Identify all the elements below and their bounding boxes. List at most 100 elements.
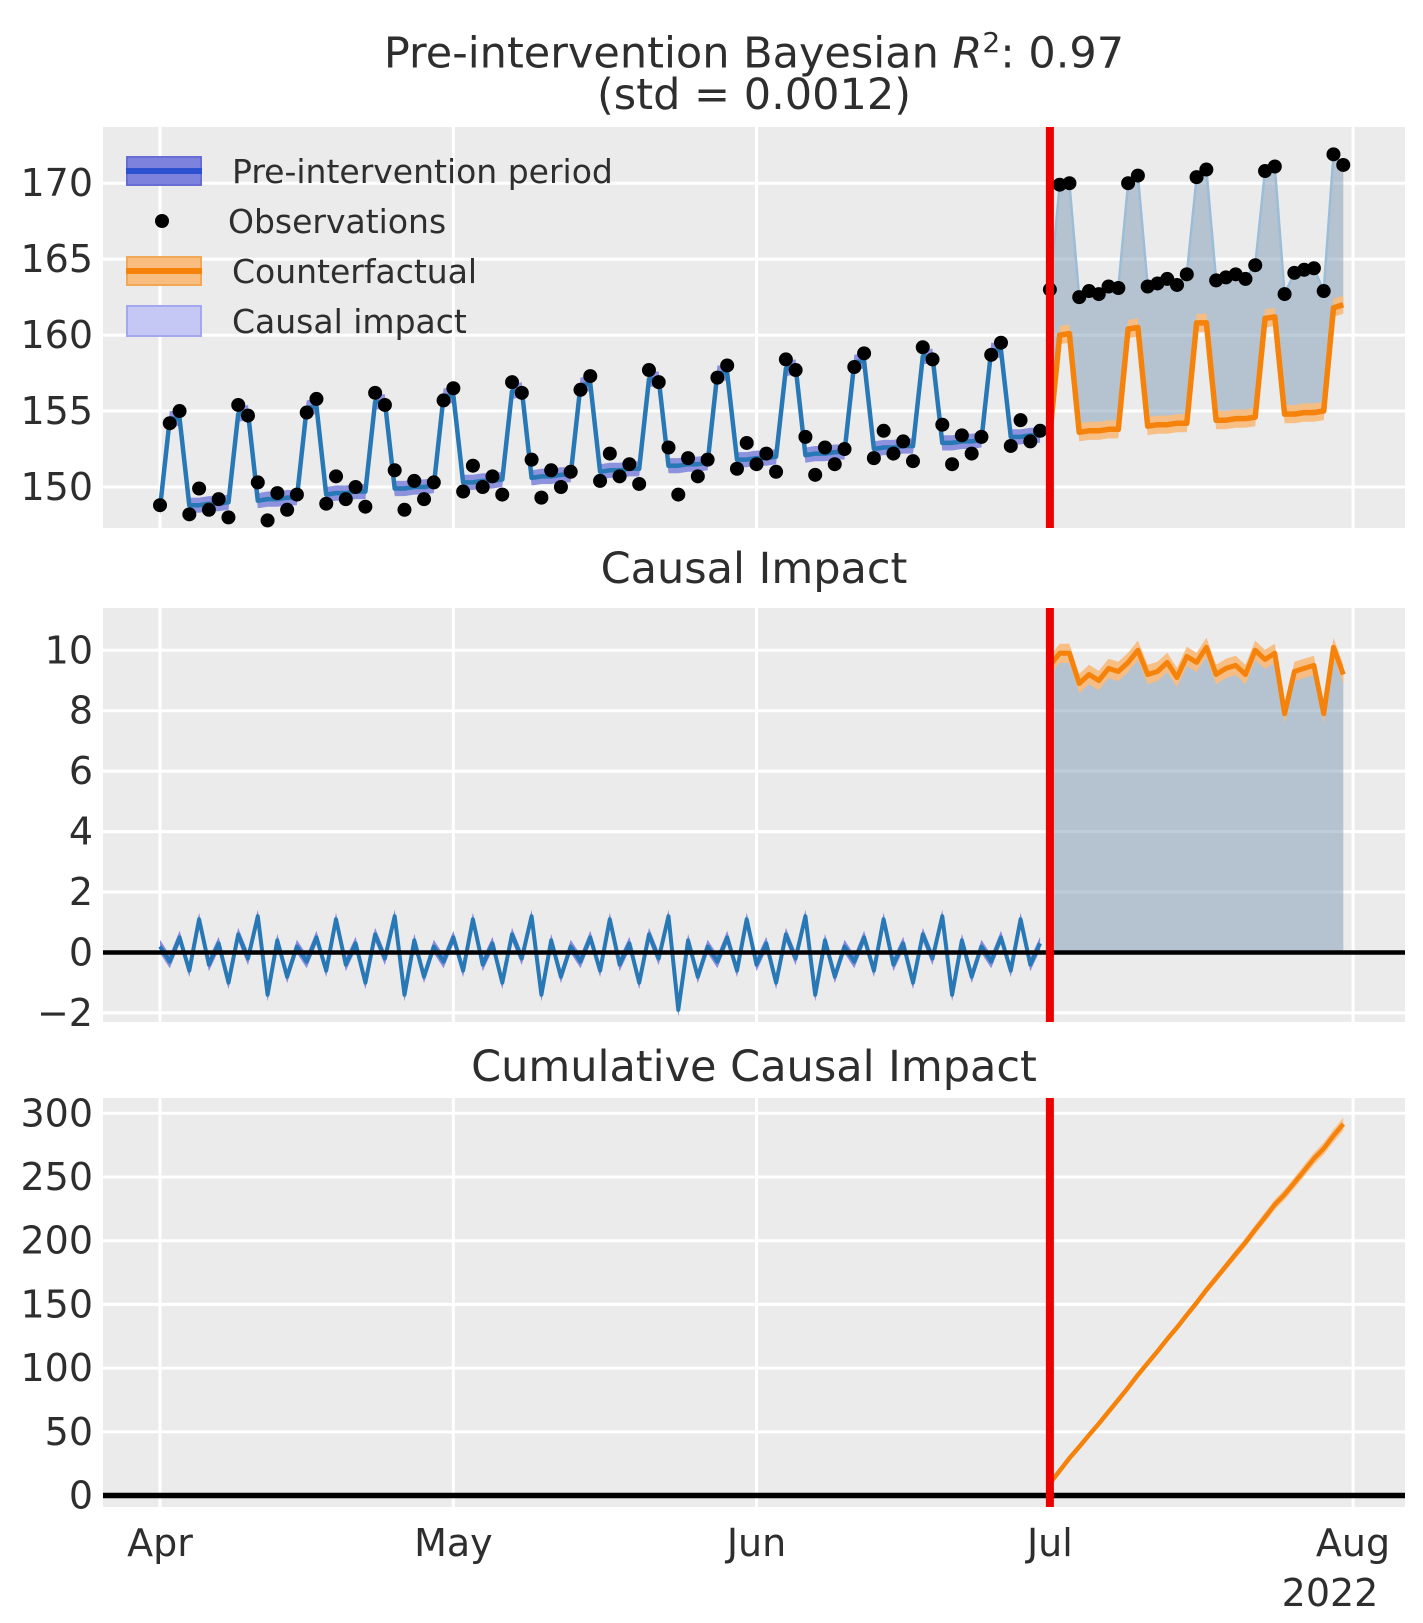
observation-dot bbox=[1316, 284, 1331, 299]
observation-dot bbox=[260, 513, 275, 528]
xtick-jul: Jul bbox=[1025, 1521, 1073, 1565]
title-prefix: Pre-intervention Bayesian bbox=[383, 28, 953, 79]
observation-dot bbox=[1189, 170, 1204, 185]
panel2-series bbox=[158, 637, 1346, 1017]
observation-dot bbox=[1023, 434, 1038, 449]
observation-dot bbox=[211, 492, 226, 507]
observation-dot bbox=[857, 346, 872, 361]
xtick-aug: Aug bbox=[1316, 1521, 1390, 1565]
observation-dot bbox=[690, 469, 705, 484]
panel3-ytick-50: 50 bbox=[45, 1410, 93, 1454]
panel3-ytick-150: 150 bbox=[20, 1282, 93, 1326]
observation-dot bbox=[1003, 438, 1018, 453]
observation-dots bbox=[153, 147, 1351, 528]
observation-dot bbox=[358, 499, 373, 514]
observation-dot bbox=[798, 429, 813, 444]
observation-dot bbox=[1130, 168, 1145, 183]
pre-intervention-line-swatch bbox=[126, 168, 202, 174]
panel3-title: Cumulative Causal Impact bbox=[471, 1042, 1037, 1092]
observation-dot bbox=[886, 446, 901, 461]
observation-dot bbox=[749, 457, 764, 472]
panel1-series bbox=[153, 147, 1351, 528]
panel2-ytick-2: 2 bbox=[69, 870, 93, 914]
observation-dot bbox=[1306, 261, 1321, 276]
observation-dot bbox=[720, 358, 735, 373]
observation-dot bbox=[993, 335, 1008, 350]
observation-dot bbox=[622, 457, 637, 472]
observation-dot bbox=[1238, 271, 1253, 286]
observation-dot bbox=[827, 457, 842, 472]
panel3-background bbox=[103, 1098, 1405, 1507]
observation-dot bbox=[925, 352, 940, 367]
observation-dot bbox=[1111, 281, 1126, 296]
panel3-ytick-200: 200 bbox=[20, 1219, 93, 1263]
observation-dot bbox=[964, 446, 979, 461]
observation-dot bbox=[1267, 159, 1282, 174]
observation-dot bbox=[954, 428, 969, 443]
observation-dot bbox=[915, 340, 930, 355]
observation-dot bbox=[201, 502, 216, 517]
observation-dot bbox=[162, 416, 177, 431]
observations-swatch-wrap bbox=[126, 214, 198, 228]
xtick-apr: Apr bbox=[127, 1521, 193, 1565]
panel1-ytick-155: 155 bbox=[20, 389, 93, 433]
observation-dot bbox=[788, 363, 803, 378]
observation-dot bbox=[573, 382, 588, 397]
observation-dot bbox=[172, 404, 187, 419]
observation-dot bbox=[984, 347, 999, 362]
observation-dot bbox=[945, 457, 960, 472]
observation-dot bbox=[681, 451, 696, 466]
counterfactual-line-swatch bbox=[126, 268, 202, 274]
observation-dot bbox=[475, 479, 490, 494]
observation-dot bbox=[1013, 413, 1028, 428]
observation-dot bbox=[397, 502, 412, 517]
observation-dot bbox=[935, 417, 950, 432]
panel1-ytick-165: 165 bbox=[20, 237, 93, 281]
observation-dot bbox=[1199, 162, 1214, 177]
impact-pre-line bbox=[158, 914, 1042, 1012]
counterfactual-band-swatch bbox=[126, 256, 202, 286]
r-symbol: R bbox=[952, 28, 983, 79]
panel3-ytick-0: 0 bbox=[69, 1474, 93, 1518]
observation-dot bbox=[289, 487, 304, 502]
xtick-year: 2022 bbox=[1282, 1571, 1379, 1615]
xtick-jun: Jun bbox=[725, 1521, 786, 1565]
observation-dot bbox=[593, 473, 608, 488]
observation-dot bbox=[1033, 423, 1048, 438]
legend-label-pre-intervention: Pre-intervention period bbox=[232, 151, 613, 191]
observation-dot bbox=[641, 363, 656, 378]
observation-dot bbox=[847, 359, 862, 374]
observation-dot bbox=[319, 496, 334, 511]
observation-dot bbox=[1336, 157, 1351, 172]
observation-dot bbox=[837, 442, 852, 457]
observation-dot bbox=[876, 423, 891, 438]
observation-dot bbox=[632, 476, 647, 491]
legend-item-counterfactual: Counterfactual bbox=[126, 246, 613, 296]
observation-dot bbox=[241, 408, 256, 423]
observation-dot bbox=[661, 440, 676, 455]
observation-dot bbox=[729, 461, 744, 476]
cumulative-line bbox=[1048, 1122, 1346, 1485]
observation-dot bbox=[563, 464, 578, 479]
panel1-ytick-160: 160 bbox=[20, 313, 93, 357]
observation-dot bbox=[1248, 258, 1263, 273]
observation-dot-icon bbox=[155, 214, 169, 228]
observation-dot bbox=[602, 446, 617, 461]
legend-item-causal-impact: Causal impact bbox=[126, 296, 613, 346]
observation-dot bbox=[553, 479, 568, 494]
observation-dot bbox=[974, 429, 989, 444]
observation-dot bbox=[485, 469, 500, 484]
panel2-ytick--2: −2 bbox=[37, 991, 93, 1035]
cumulative-area-fill bbox=[1049, 647, 1344, 953]
panel2-ytick-10: 10 bbox=[45, 628, 93, 672]
legend-item-observations: Observations bbox=[126, 196, 613, 246]
observation-dot bbox=[866, 451, 881, 466]
figure-title-line1: Pre-intervention Bayesian R2: 0.97 bbox=[103, 18, 1405, 78]
observation-dot bbox=[309, 391, 324, 406]
observation-dot bbox=[368, 385, 383, 400]
observation-dot bbox=[1121, 176, 1136, 191]
observation-dot bbox=[221, 510, 236, 525]
observation-dot bbox=[1326, 147, 1341, 162]
observation-dot bbox=[583, 369, 598, 384]
observation-dot bbox=[495, 487, 510, 502]
